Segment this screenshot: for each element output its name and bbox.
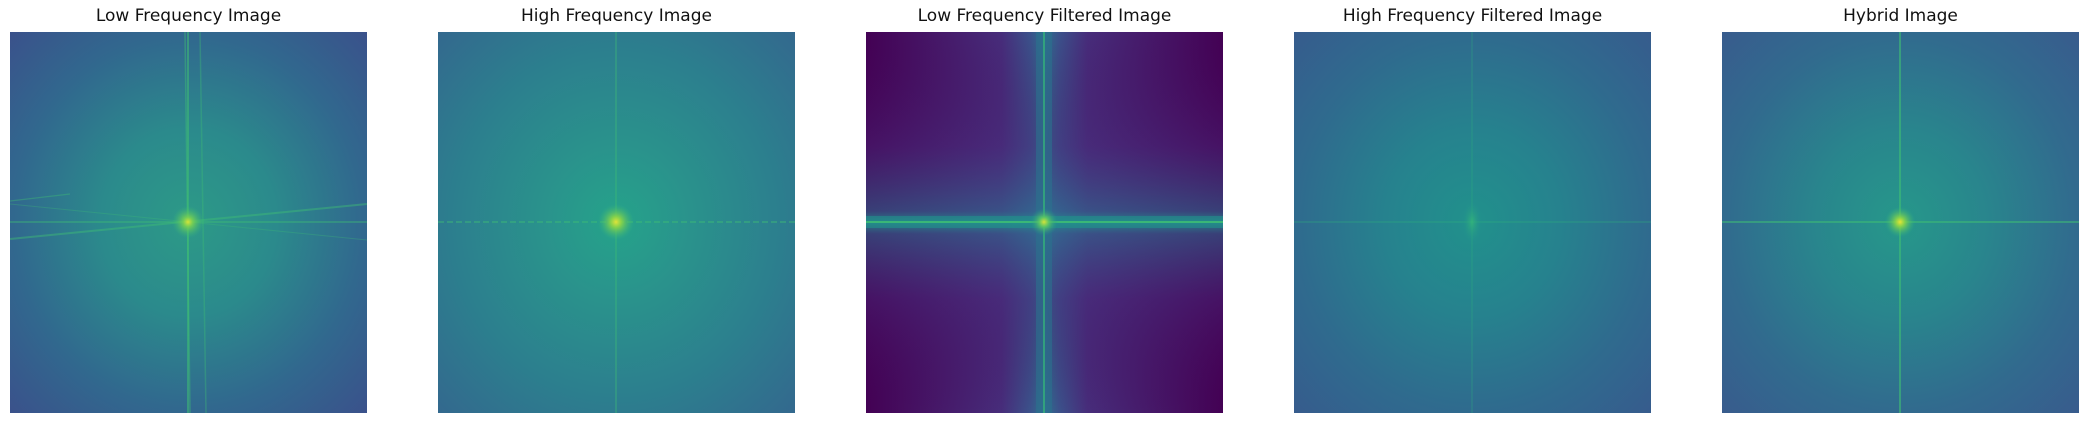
panel-high-frequency-image: High Frequency Image	[438, 0, 795, 415]
low-frequency-spectrum-image	[10, 32, 367, 413]
panel-high-frequency-filtered-image: High Frequency Filtered Image	[1294, 0, 1651, 415]
panel-low-frequency-image: Low Frequency Image	[10, 0, 367, 415]
high-frequency-filtered-spectrum-image	[1294, 32, 1651, 413]
panel-hybrid-image: Hybrid Image	[1722, 0, 2079, 415]
panel-title: High Frequency Image	[521, 6, 712, 26]
panel-title: Hybrid Image	[1843, 6, 1958, 26]
panel-title: Low Frequency Filtered Image	[917, 6, 1172, 26]
panel-title: High Frequency Filtered Image	[1342, 6, 1603, 26]
panel-title: Low Frequency Image	[95, 6, 282, 26]
high-frequency-spectrum-image	[438, 32, 795, 413]
hybrid-spectrum-image	[1722, 32, 2079, 413]
panel-low-frequency-filtered-image: Low Frequency Filtered Image	[866, 0, 1223, 415]
low-frequency-filtered-spectrum-image	[866, 32, 1223, 413]
